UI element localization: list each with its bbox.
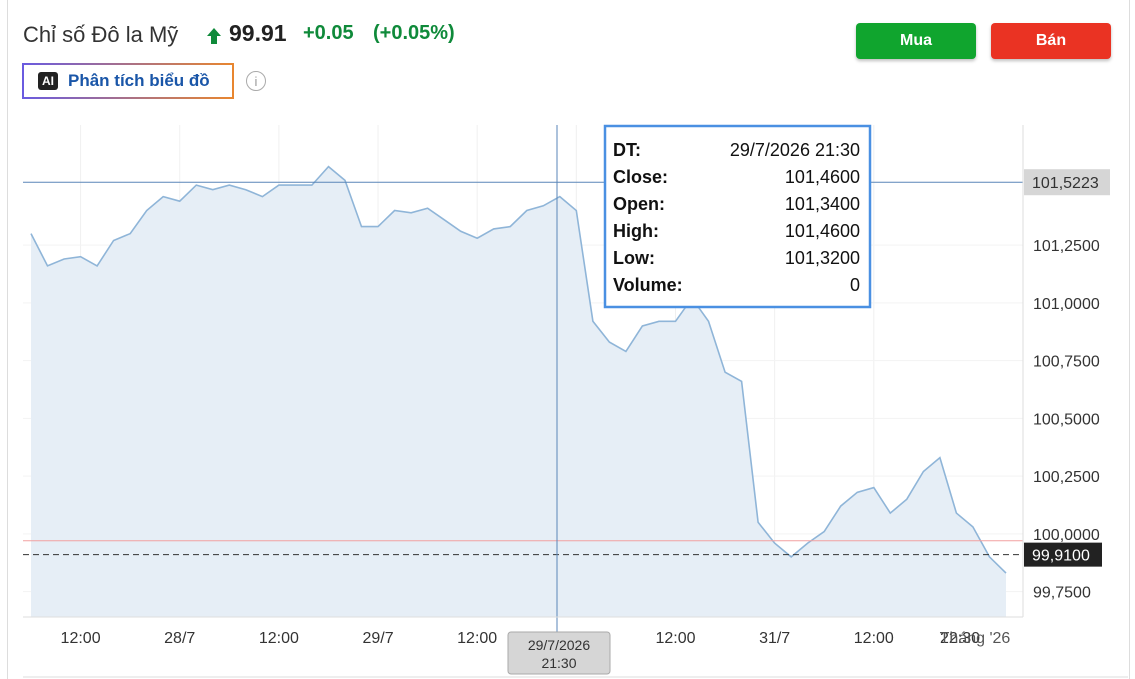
info-icon[interactable]: i [246, 71, 266, 91]
x-tick-label: 12:00 [61, 630, 101, 647]
y-tick-label: 99,7500 [1033, 585, 1091, 602]
x-tick-label: 28/7 [164, 630, 195, 647]
ai-link: Phân tích biểu đồ [68, 71, 210, 90]
tooltip-key: Low: [613, 248, 655, 268]
buy-button[interactable]: Mua [856, 23, 976, 59]
tooltip-value: 101,3400 [785, 194, 860, 214]
crosshair-date-box [507, 631, 611, 675]
y-tick-label: 101,0000 [1033, 296, 1100, 313]
last-price-label: 99,9100 [1032, 548, 1090, 565]
y-tick-label: 100,7500 [1033, 354, 1100, 371]
x-tick-label: 31/7 [759, 630, 790, 647]
month-label: Tháng '26 [940, 630, 1011, 647]
crosshair-value-box [1024, 169, 1110, 196]
tooltip-key: DT: [613, 140, 641, 160]
x-tick-label: 29/7 [362, 630, 393, 647]
change: +0.05 [303, 22, 354, 44]
tooltip-value: 101,4600 [785, 221, 860, 241]
tooltip-box [603, 124, 872, 309]
tooltip-value: 0 [850, 275, 860, 295]
title: Chỉ số Đô la Mỹ [23, 22, 179, 47]
area-fill [31, 166, 1006, 617]
ai-badge: AI [38, 72, 58, 90]
tooltip-value: 29/7/2026 21:30 [730, 140, 860, 160]
tooltip-value: 101,4600 [785, 167, 860, 187]
sell-button[interactable]: Bán [991, 23, 1111, 59]
crosshair-date: 29/7/2026 [528, 637, 590, 653]
price-line [30, 165, 1007, 574]
x-tick-label: 12:00 [854, 630, 894, 647]
time-marker: 22:30 [940, 630, 980, 647]
y-tick-label: 100,2500 [1033, 469, 1100, 486]
last-price-box [1024, 542, 1102, 567]
x-tick-label: 12:00 [259, 630, 299, 647]
tooltip-value: 101,3200 [785, 248, 860, 268]
card-frame [7, 0, 1130, 679]
price: 99.91 [229, 20, 287, 46]
x-tick-label: 12:00 [655, 630, 695, 647]
y-tick-label: 100,5000 [1033, 411, 1100, 428]
y-tick-label: 101,2500 [1033, 238, 1100, 255]
x-tick-label: 12:00 [457, 630, 497, 647]
y-tick-label: 100,0000 [1033, 527, 1100, 544]
tooltip-key: Volume: [613, 275, 683, 295]
tooltip-key: Open: [613, 194, 665, 214]
up-arrow [207, 28, 221, 44]
crosshair-time: 21:30 [541, 655, 576, 671]
crosshair-value-label: 101,5223 [1032, 175, 1099, 192]
ai-analysis-button[interactable]: AI Phân tích biểu đồ [22, 63, 234, 99]
tooltip-key: High: [613, 221, 659, 241]
change-percent: (+0.05%) [373, 22, 455, 44]
tooltip-key: Close: [613, 167, 668, 187]
